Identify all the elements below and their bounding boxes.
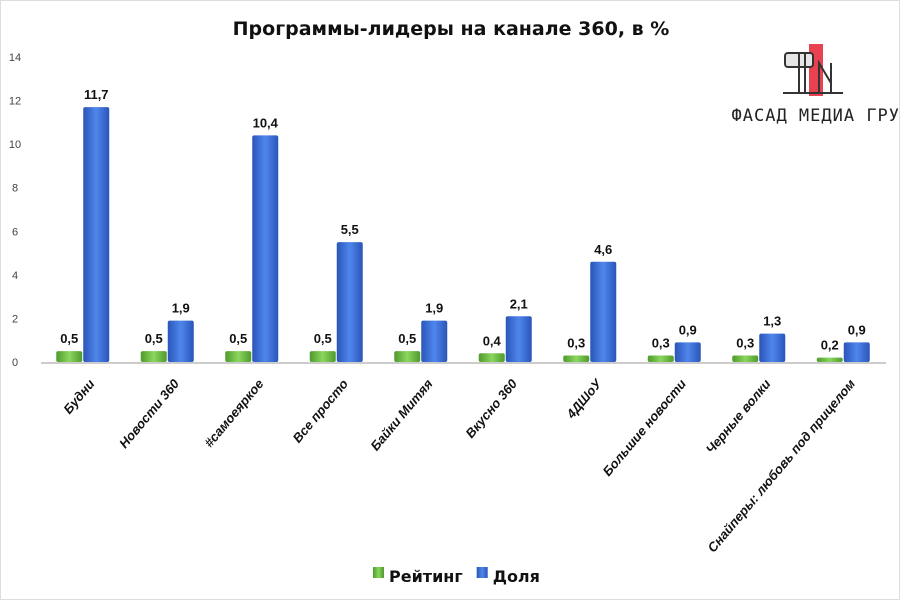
bar-share [421,320,448,362]
data-label: 1,9 [172,301,190,316]
logo-text: ФАСАД МЕДИА ГРУПП [732,106,900,126]
bar-share [336,242,363,362]
data-label: 0,9 [848,322,866,337]
data-label: 10,4 [253,115,279,130]
y-tick-label: 8 [12,183,18,195]
y-tick-label: 14 [9,52,21,64]
y-tick-label: 0 [12,357,18,369]
legend: Рейтинг Доля [373,567,540,586]
bar-share [83,107,110,362]
bar-rating [394,351,421,362]
x-tick-label: Вкусно 360 [462,376,520,441]
data-label: 0,5 [229,331,247,346]
bar-share [843,342,870,362]
x-tick-label: Большие новости [600,376,689,479]
data-label: 1,9 [425,301,443,316]
bar-share [759,333,786,362]
x-tick-label: Будни [60,376,97,416]
y-tick-label: 2 [12,313,18,325]
bar-rating [563,355,590,362]
bar-rating [225,351,252,362]
bar-rating [816,357,843,362]
x-tick-label: Черные волки [703,376,774,456]
data-label: 0,5 [145,331,163,346]
bar-share [252,135,279,362]
logo-red-bar [809,44,823,96]
y-tick-label: 6 [12,226,18,238]
legend-swatch [373,567,384,578]
data-label: 0,2 [821,338,839,353]
data-label: 4,6 [594,242,612,257]
data-label: 5,5 [341,222,359,237]
data-label: 0,5 [314,331,332,346]
data-label: 0,9 [679,322,697,337]
data-label: 0,4 [483,333,502,348]
chart-title: Программы-лидеры на канале 360, в % [233,18,670,40]
legend-swatch [476,567,488,578]
legend-label: Рейтинг [389,567,463,586]
bar-rating [478,353,505,362]
y-tick-label: 4 [12,270,18,282]
data-label: 0,3 [652,335,670,350]
bar-rating [140,351,167,362]
data-label: 2,1 [510,296,528,311]
data-label: 0,5 [398,331,416,346]
bar-share [590,261,617,362]
data-label: 1,3 [763,314,781,329]
x-tick-label: Байки Митяя [367,376,435,453]
bar-rating [647,355,674,362]
bar-share [505,316,532,362]
y-tick-label: 10 [9,139,21,151]
data-label: 0,3 [567,335,585,350]
x-tick-label: Все просто [290,376,352,445]
logo: ФАСАД МЕДИА ГРУПП [732,44,900,126]
bar-share [167,320,194,362]
x-tick-label: 4ДШоУ [563,375,606,422]
bar-rating [56,351,83,362]
x-tick-label: #самоеяркое [201,376,266,450]
legend-label: Доля [493,567,540,586]
data-label: 0,3 [736,335,754,350]
bar-rating [309,351,336,362]
bar-share [674,342,701,362]
x-tick-label: Снайперы: любовь под прицелом [704,376,858,555]
x-tick-label: Новости 360 [116,376,183,451]
y-tick-label: 12 [9,96,21,108]
data-label: 0,5 [60,331,78,346]
bar-rating [732,355,759,362]
data-label: 11,7 [84,87,109,102]
